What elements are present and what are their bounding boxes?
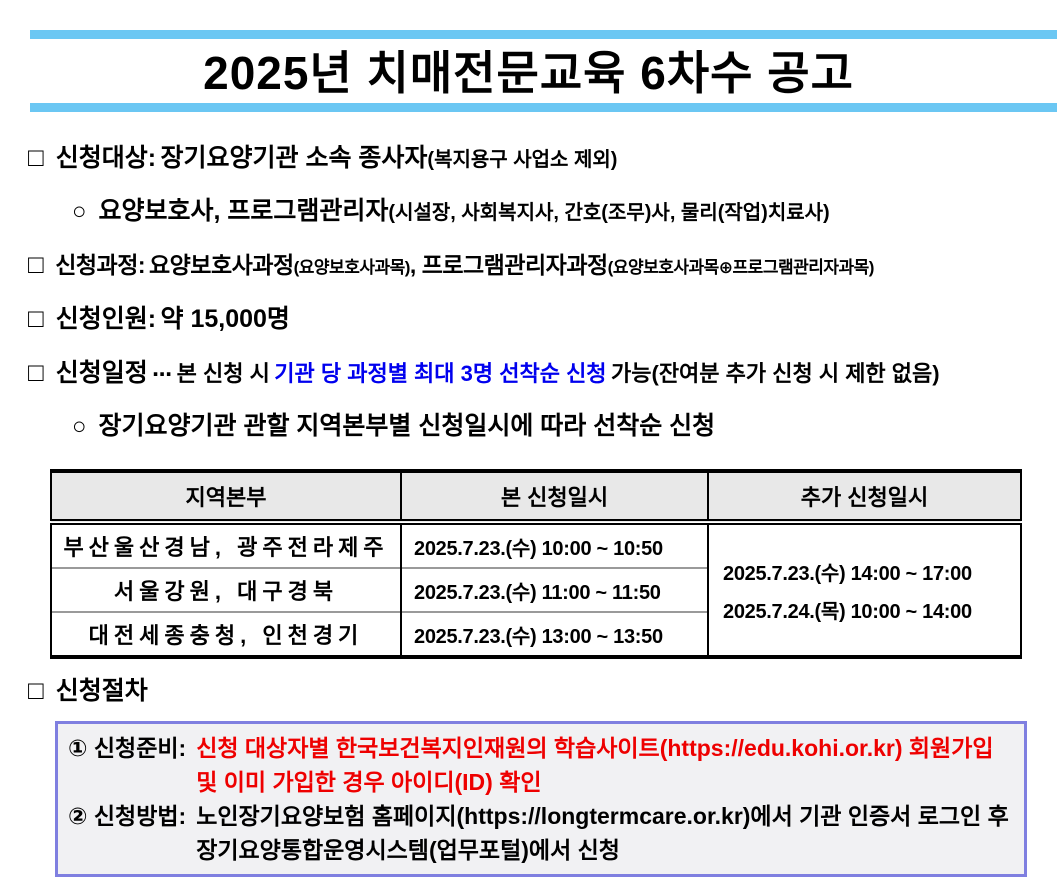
line-text: 장기요양기관 관할 지역본부별 신청일시에 따라 선착순 신청 xyxy=(98,412,716,440)
line-text: 요양보호사, 프로그램관리자 xyxy=(98,197,389,225)
procedure-item-text: 신청 대상자별 한국보건복지인재원의 학습사이트(https://edu.koh… xyxy=(196,735,994,795)
square-bullet-icon: □ xyxy=(28,357,44,387)
procedure-item-head: ② 신청방법: xyxy=(68,799,186,867)
table-row: 대전세종충청, 인천경기 2025.7.23.(수) 13:00 ~ 13:50 xyxy=(50,611,1021,657)
table-row: 서울강원, 대구경북 2025.7.23.(수) 11:00 ~ 11:50 xyxy=(50,567,1021,612)
col-header-extra-time: 추가 신청일시 xyxy=(707,471,1022,525)
procedure-item-label: 신청준비: xyxy=(93,735,187,761)
line-heading: 신청대상: xyxy=(55,144,157,172)
col-header-region: 지역본부 xyxy=(50,471,402,525)
line-heading: 신청일정 xyxy=(55,359,148,387)
schedule-pre: 본 신청 시 xyxy=(176,361,270,386)
notice-body: □ 신청대상: 장기요양기관 소속 종사자(복지용구 사업소 제외) ○ 요양보호사… xyxy=(0,142,1057,877)
procedure-item-text: 노인장기요양보험 홈페이지(https://longtermcare.or.kr… xyxy=(196,803,1009,863)
extra-time-2: 2025.7.24.(목) 10:00 ~ 14:00 xyxy=(723,600,972,623)
table-header-row: 지역본부 본 신청일시 추가 신청일시 xyxy=(50,471,1022,525)
procedure-item-prepare: ① 신청준비: 신청 대상자별 한국보건복지인재원의 학습사이트(https:/… xyxy=(68,731,1014,799)
line-text: 약 15,000명 xyxy=(160,305,290,333)
line-apply-target-detail: ○ 요양보호사, 프로그램관리자(시설장, 사회복지사, 간호(조무)사, 물리(… xyxy=(0,196,1057,230)
square-bullet-icon: □ xyxy=(28,249,44,279)
course-2: , 프로그램관리자과정 xyxy=(409,252,608,278)
line-text: 장기요양기관 소속 종사자 xyxy=(160,144,428,172)
extra-time-1: 2025.7.23.(수) 14:00 ~ 17:00 xyxy=(723,562,972,585)
circle-bullet-icon: ○ xyxy=(72,198,87,225)
line-schedule-detail: ○ 장기요양기관 관할 지역본부별 신청일시에 따라 선착순 신청 xyxy=(0,411,1057,445)
line-note: (시설장, 사회복지사, 간호(조무)사, 물리(작업)치료사) xyxy=(388,202,830,224)
time-cell: 2025.7.23.(수) 13:00 ~ 13:50 xyxy=(400,611,709,657)
schedule-highlight: 기관 당 과정별 최대 3명 선착순 신청 xyxy=(274,361,607,386)
region-cell: 부산울산경남, 광주전라제주 xyxy=(50,522,402,568)
line-heading: 신청인원: xyxy=(55,305,157,333)
course-1: 요양보호사과정 xyxy=(148,252,294,278)
schedule-table: 지역본부 본 신청일시 추가 신청일시 부산울산경남, 광주전라제주 2025.… xyxy=(50,469,1022,659)
region-cell: 서울강원, 대구경북 xyxy=(50,567,402,612)
procedure-item-method: ② 신청방법: 노인장기요양보험 홈페이지(https://longtermca… xyxy=(68,799,1014,867)
line-apply-course: □ 신청과정: 요양보호사과정(요양보호사과목), 프로그램관리자과정(요양보호사… xyxy=(0,249,1057,284)
time-cell: 2025.7.23.(수) 10:00 ~ 10:50 xyxy=(400,522,709,568)
line-apply-schedule: □ 신청일정 ⋯ 본 신청 시 기관 당 과정별 최대 3명 선착순 신청 가능(… xyxy=(0,357,1057,392)
extra-time-cell: 2025.7.23.(수) 14:00 ~ 17:00 2025.7.24.(목… xyxy=(707,522,1022,657)
line-procedure-heading: □ 신청절차 xyxy=(0,675,1057,710)
page-title: 2025년 치매전문교육 6차수 공고 xyxy=(203,47,854,99)
ellipsis: ⋯ xyxy=(152,364,173,386)
line-apply-target: □ 신청대상: 장기요양기관 소속 종사자(복지용구 사업소 제외) xyxy=(0,142,1057,177)
course-2-note: (요양보호사과목⊕프로그램관리자과목) xyxy=(607,258,875,277)
line-note: (복지용구 사업소 제외) xyxy=(427,149,618,171)
circle-bullet-icon: ○ xyxy=(72,413,87,440)
time-cell: 2025.7.23.(수) 11:00 ~ 11:50 xyxy=(400,567,709,612)
square-bullet-icon: □ xyxy=(28,142,44,172)
schedule-post: 가능(잔여분 추가 신청 시 제한 없음) xyxy=(611,361,940,386)
top-accent-bar xyxy=(30,30,1057,39)
table-row: 부산울산경남, 광주전라제주 2025.7.23.(수) 10:00 ~ 10:… xyxy=(50,522,1022,657)
square-bullet-icon: □ xyxy=(28,303,44,333)
title-underline-bar xyxy=(30,103,1057,112)
line-heading: 신청과정: xyxy=(55,252,146,278)
circled-one-icon: ① xyxy=(68,735,88,761)
col-header-main-time: 본 신청일시 xyxy=(400,471,709,525)
line-heading: 신청절차 xyxy=(55,677,148,705)
procedure-box: ① 신청준비: 신청 대상자별 한국보건복지인재원의 학습사이트(https:/… xyxy=(55,721,1027,877)
region-cell: 대전세종충청, 인천경기 xyxy=(50,611,402,657)
square-bullet-icon: □ xyxy=(28,675,44,705)
line-apply-quota: □ 신청인원: 약 15,000명 xyxy=(0,303,1057,338)
procedure-item-head: ① 신청준비: xyxy=(68,731,186,799)
course-1-note: (요양보호사과목) xyxy=(293,258,411,277)
